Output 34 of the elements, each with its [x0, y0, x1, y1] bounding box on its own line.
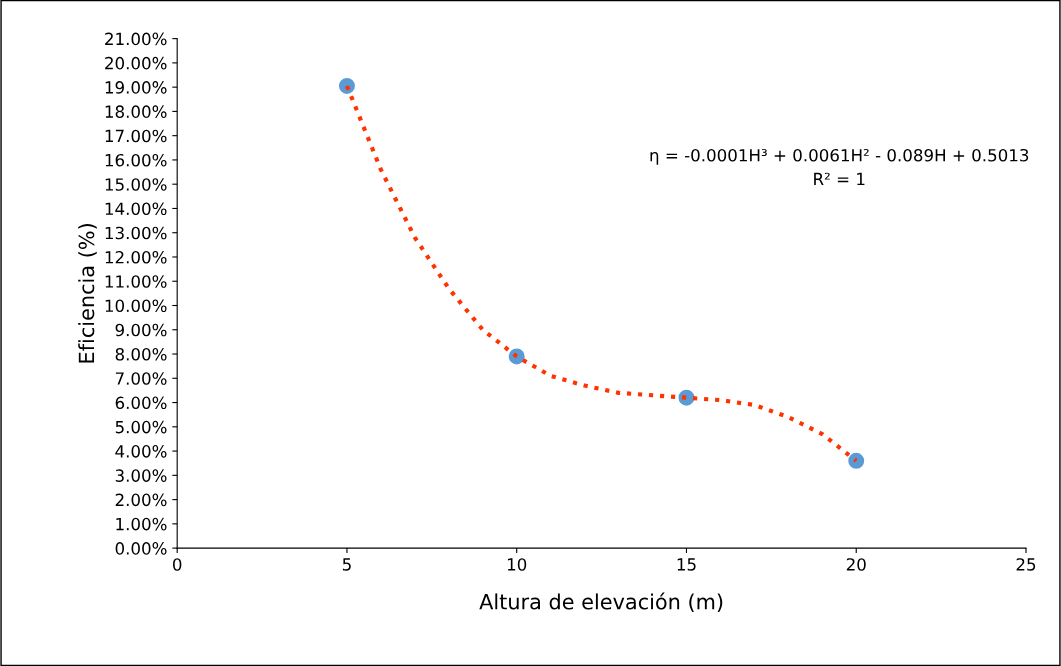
y-tick-label: 2.00%	[115, 493, 167, 507]
x-tick-label: 15	[677, 558, 696, 571]
point	[338, 77, 355, 94]
y-tick-label: 15.00%	[105, 178, 167, 191]
y-tick-label: 13.00%	[105, 226, 167, 240]
y-tick-label: 20.00%	[105, 56, 167, 70]
point	[848, 452, 865, 469]
y-tick-label: 8.00%	[115, 347, 167, 361]
y-tick-label: 6.00%	[115, 396, 167, 410]
x-tick-label: 10	[507, 558, 527, 571]
y-tick-label: 11.00%	[105, 275, 167, 288]
annotation: η = -0.0001H³ + 0.0061H² - 0.089H + 0.5013	[650, 148, 1029, 165]
y-tick-label: 3.00%	[115, 469, 167, 482]
y-tick-label: 1.00%	[116, 517, 167, 531]
y-tick-label: 21.00%	[105, 32, 167, 46]
y-tick-label: 7.00%	[115, 372, 167, 385]
y-tick-label: 12.00%	[105, 250, 167, 264]
y-tick-label: 5.00%	[115, 420, 167, 434]
y-tick-label: 10.00%	[105, 299, 167, 313]
y-tick-label: 18.00%	[105, 105, 167, 118]
x-tick-label: 20	[846, 558, 866, 571]
x-axis-title: Altura de elevación (m)	[479, 592, 723, 612]
y-tick-label: 14.00%	[105, 202, 167, 216]
y-tick-label: 17.00%	[105, 129, 167, 143]
x-tick-label: 5	[342, 558, 351, 571]
y-tick-label: 9.00%	[115, 323, 167, 337]
y-tick-label: 4.00%	[115, 445, 167, 458]
y-tick-label: 16.00%	[105, 153, 167, 167]
y-axis-title: Eficiencia (%)	[78, 224, 97, 363]
y-tick-label: 0.00%	[115, 542, 167, 555]
annotation: R² = 1	[814, 172, 865, 186]
x-tick-label: 25	[1016, 558, 1036, 571]
x-tick-label: 0	[172, 558, 182, 571]
y-tick-label: 19.00%	[105, 81, 167, 94]
